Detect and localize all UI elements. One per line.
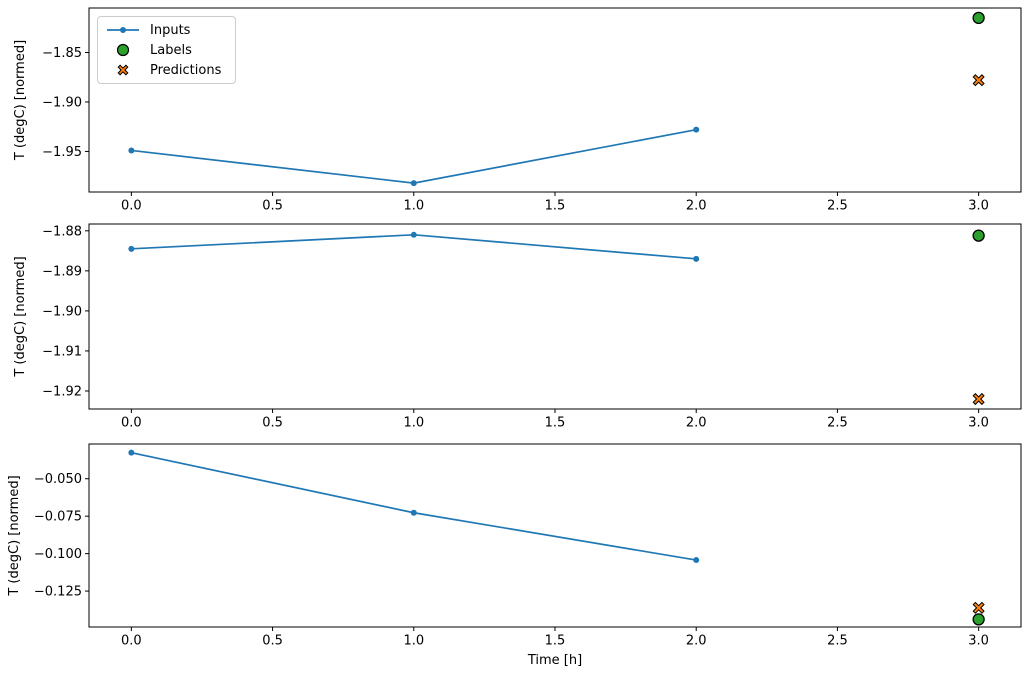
subplot-2-x-tick-label: 2.0 [686, 416, 707, 431]
subplot-2-x-tick-label: 1.0 [403, 416, 424, 431]
subplot-3-x-tick-label: 0.0 [121, 634, 142, 649]
subplot-2-y-tick-label: −1.92 [42, 384, 82, 399]
subplot-1-y-tick-label: −1.95 [42, 145, 82, 160]
subplot-3-inputs-point [693, 557, 700, 564]
subplot-2-inputs-point [693, 255, 700, 262]
subplot-3-inputs-point [410, 509, 417, 516]
legend-label-labels: Labels [150, 42, 192, 58]
subplot-2-y-tick-label: −1.90 [42, 304, 82, 319]
subplot-1-x-tick-label: 0.5 [262, 199, 283, 214]
subplot-2-x-tick-label: 2.5 [827, 416, 848, 431]
subplot-1-y-axis-label: T (degC) [normed] [13, 40, 28, 161]
subplot-3-predictions-marker [972, 601, 985, 614]
subplot-3-labels-marker [972, 613, 985, 626]
subplot-3-axes-background [89, 444, 1021, 627]
subplot-2-inputs-point [410, 231, 417, 238]
labels-circle-icon [116, 43, 130, 57]
subplot-2-y-tick-label: −1.89 [42, 264, 82, 279]
inputs-line-icon [107, 27, 139, 33]
subplot-2-y-tick-label: −1.91 [42, 344, 82, 359]
subplot-3-x-tick-label: 1.0 [403, 634, 424, 649]
predictions-x-icon [117, 64, 129, 76]
subplot-1-inputs-point [128, 147, 135, 154]
subplot-1-predictions-marker [972, 74, 985, 87]
subplot-2-predictions-marker [972, 392, 985, 406]
legend: Inputs Labels Predictions [97, 16, 236, 84]
subplot-3-y-tick-label: −0.050 [34, 472, 82, 487]
subplot-2-x-tick-label: 3.0 [968, 416, 989, 431]
subplot-2-axes-background [89, 224, 1021, 409]
subplot-2-inputs-point [128, 245, 135, 252]
subplot-3-x-tick-label: 1.5 [545, 634, 566, 649]
subplot-1-x-tick-label: 2.0 [686, 199, 707, 214]
subplot-2-y-tick-label: −1.88 [42, 224, 82, 239]
subplot-3-x-tick-label: 3.0 [968, 634, 989, 649]
subplot-3-y-tick-label: −0.100 [34, 547, 82, 562]
subplot-3-inputs-point [128, 449, 135, 456]
subplot-1-labels-marker [972, 11, 985, 25]
legend-label-predictions: Predictions [150, 62, 222, 78]
subplot-1-inputs-point [410, 180, 417, 187]
subplot-1-x-tick-label: 2.5 [827, 199, 848, 214]
subplot-3-x-axis-label: Time [h] [527, 653, 582, 668]
subplot-1-x-tick-label: 1.0 [403, 199, 424, 214]
subplot-3-x-tick-label: 2.0 [686, 634, 707, 649]
subplot-2-x-tick-label: 0.5 [262, 416, 283, 431]
subplot-1-inputs-point [693, 126, 700, 133]
subplot-2-x-tick-label: 1.5 [545, 416, 566, 431]
subplot-3-x-tick-label: 0.5 [262, 634, 283, 649]
legend-item-labels: Labels [106, 43, 227, 57]
legend-item-predictions: Predictions [106, 63, 227, 77]
subplot-2-y-axis-label: T (degC) [normed] [13, 256, 28, 377]
subplot-1-x-tick-label: 1.5 [545, 199, 566, 214]
subplot-1-x-tick-label: 0.0 [121, 199, 142, 214]
legend-item-inputs: Inputs [106, 23, 227, 37]
subplot-1-y-tick-label: −1.85 [42, 46, 82, 61]
subplot-1-axes-background [89, 8, 1021, 192]
subplot-1-y-tick-label: −1.90 [42, 95, 82, 110]
subplot-1-x-tick-label: 3.0 [968, 199, 989, 214]
legend-label-inputs: Inputs [150, 22, 191, 38]
subplot-3-y-axis-label: T (degC) [normed] [7, 475, 22, 596]
subplot-2-x-tick-label: 0.0 [121, 416, 142, 431]
subplot-2-labels-marker [972, 229, 985, 242]
subplot-3-y-tick-label: −0.125 [34, 585, 82, 600]
subplot-3-x-tick-label: 2.5 [827, 634, 848, 649]
subplot-3-y-tick-label: −0.075 [34, 510, 82, 525]
